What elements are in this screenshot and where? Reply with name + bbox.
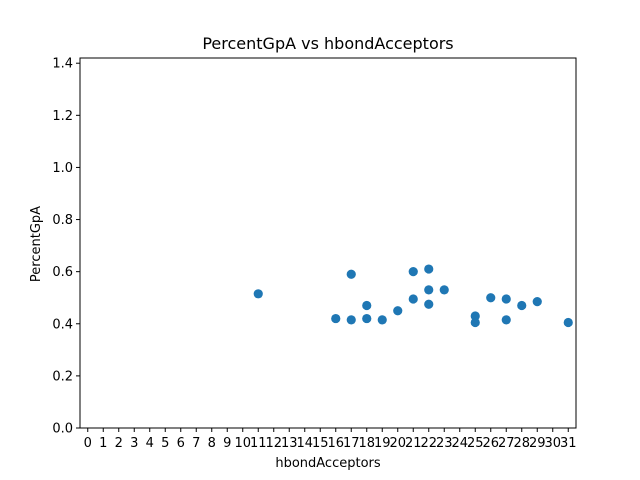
y-tick-label: 0.8 <box>52 213 73 228</box>
x-tick-label: 26 <box>482 436 499 451</box>
data-point <box>424 299 434 309</box>
y-tick-label: 1.2 <box>52 109 73 124</box>
data-point <box>470 311 480 321</box>
chart-title: PercentGpA vs hbondAcceptors <box>202 34 453 53</box>
x-tick-label: 15 <box>312 436 329 451</box>
x-tick-label: 0 <box>84 436 92 451</box>
data-point <box>346 269 356 279</box>
x-tick-label: 22 <box>420 436 437 451</box>
x-tick-label: 31 <box>560 436 577 451</box>
x-axis: 0 1 2 3 4 5 6 7 8 9 101112131415161718192021222324… <box>84 428 577 451</box>
x-tick-label: 4 <box>146 436 154 451</box>
data-point <box>517 300 527 311</box>
data-point <box>424 264 434 274</box>
x-tick-label: 29 <box>529 436 546 451</box>
data-point <box>346 315 356 325</box>
x-tick-label: 21 <box>405 436 422 451</box>
x-tick-label: 8 <box>208 436 216 451</box>
data-point <box>486 293 496 303</box>
y-tick-label: 0.0 <box>52 422 73 437</box>
data-point <box>501 294 511 304</box>
y-axis: 0.0 0.2 0.4 0.6 0.8 1.0 1.2 1.4 <box>52 57 80 437</box>
data-point <box>393 306 403 316</box>
x-tick-label: 9 <box>223 436 231 451</box>
data-points <box>253 264 573 328</box>
x-tick-label: 28 <box>513 436 530 451</box>
x-tick-label: 16 <box>327 436 344 451</box>
x-tick-label: 6 <box>177 436 185 451</box>
data-point <box>532 297 542 307</box>
y-tick-label: 1.0 <box>52 161 73 176</box>
data-point <box>470 317 480 328</box>
data-point <box>408 294 418 304</box>
x-tick-label: 5 <box>161 436 169 451</box>
data-point <box>501 315 511 325</box>
x-tick-label: 25 <box>467 436 484 451</box>
data-point <box>408 267 418 277</box>
x-tick-label: 27 <box>498 436 515 451</box>
data-point <box>439 285 449 295</box>
x-tick-label: 13 <box>281 436 298 451</box>
y-tick-label: 0.2 <box>52 369 73 384</box>
data-point <box>362 300 372 311</box>
x-tick-label: 7 <box>192 436 200 451</box>
plot-frame <box>79 57 577 429</box>
data-point <box>424 285 434 295</box>
x-axis-label: hbondAcceptors <box>275 456 381 471</box>
x-tick-label: 12 <box>265 436 282 451</box>
data-point <box>563 317 573 328</box>
data-point <box>253 289 263 299</box>
x-tick-label: 11 <box>250 436 267 451</box>
x-tick-label: 3 <box>130 436 138 451</box>
x-tick-label: 30 <box>544 436 561 451</box>
x-tick-label: 18 <box>358 436 375 451</box>
x-tick-label: 10 <box>234 436 251 451</box>
y-axis-label: PercentGpA <box>29 206 44 282</box>
x-tick-label: 20 <box>389 436 406 451</box>
data-point <box>362 313 372 324</box>
x-tick-label: 23 <box>436 436 453 451</box>
x-tick-label: 17 <box>343 436 360 451</box>
x-tick-label: 2 <box>115 436 123 451</box>
x-tick-label: 1 <box>99 436 107 451</box>
data-point <box>377 315 387 325</box>
y-tick-label: 1.4 <box>52 57 73 72</box>
x-tick-label: 14 <box>296 436 313 451</box>
x-tick-label: 19 <box>374 436 391 451</box>
y-tick-label: 0.4 <box>52 317 73 332</box>
data-point <box>331 313 341 324</box>
x-tick-label: 24 <box>451 436 468 451</box>
y-tick-label: 0.6 <box>52 265 73 280</box>
